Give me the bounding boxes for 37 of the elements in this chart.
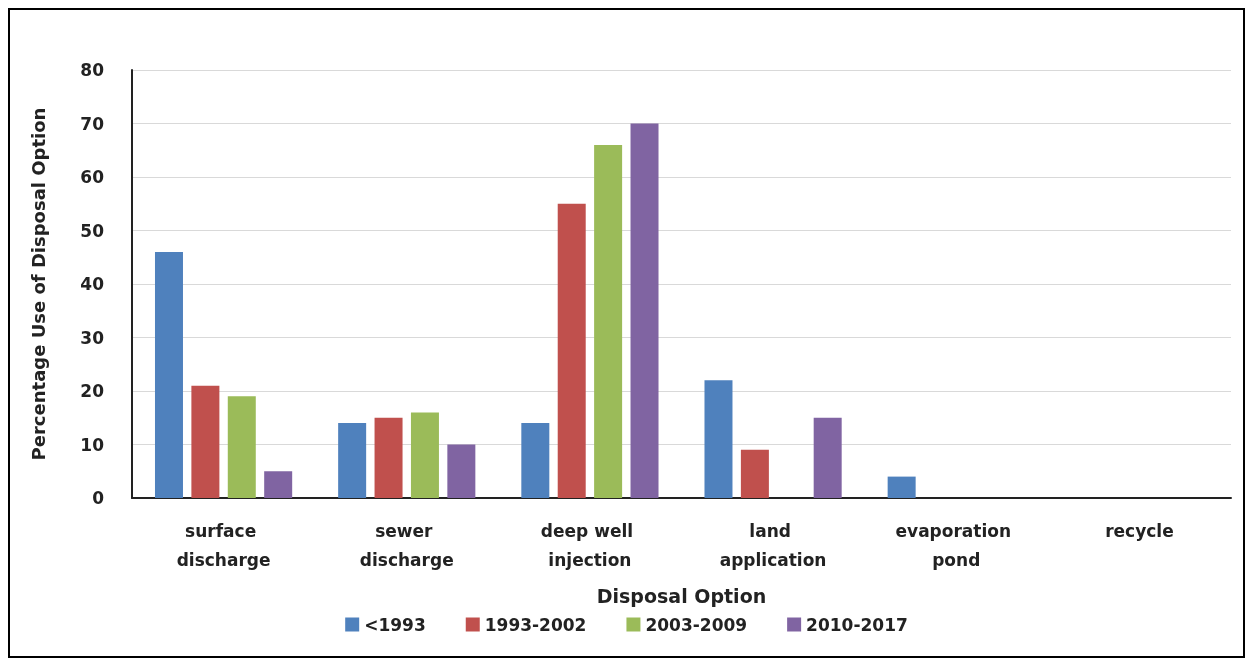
- y-tick-label: 40: [80, 274, 105, 294]
- y-tick-label: 20: [80, 381, 105, 401]
- bar: [594, 144, 623, 498]
- bar: [374, 417, 403, 498]
- bar: [264, 471, 293, 498]
- x-tick-label: evaporation pond: [895, 520, 1017, 570]
- x-tick-label: surface discharge: [176, 520, 271, 570]
- legend-label: 2003-2009: [645, 614, 748, 635]
- bar: [227, 396, 256, 498]
- y-tick-label: 60: [80, 167, 105, 187]
- bar: [704, 380, 733, 498]
- legend-label: 2010-2017: [806, 614, 908, 635]
- y-tick-label: 70: [80, 113, 105, 134]
- bar: [887, 476, 916, 498]
- y-tick-label: 50: [80, 220, 105, 241]
- x-tick-label: land application: [719, 520, 827, 570]
- x-axis-title: Disposal Option: [596, 584, 767, 607]
- bar: [521, 423, 550, 498]
- y-tick-label: 80: [80, 60, 105, 80]
- bar: [630, 123, 659, 498]
- bar: [191, 385, 220, 498]
- bar: [447, 444, 476, 498]
- bar: [740, 449, 769, 498]
- bar: [813, 417, 842, 498]
- legend-label: <1993: [364, 614, 426, 635]
- y-tick-label: 30: [80, 327, 105, 348]
- y-axis-title: Percentage Use of Disposal Option: [27, 107, 49, 461]
- legend-label: 1993-2002: [484, 614, 587, 635]
- bar: [557, 203, 586, 498]
- bar: [338, 423, 367, 498]
- x-tick-label: recycle: [1105, 520, 1174, 541]
- x-tick-label: sewer discharge: [359, 520, 454, 570]
- x-tick-label: deep well injection: [540, 520, 639, 570]
- y-tick-label: 10: [80, 434, 105, 455]
- bar: [410, 412, 439, 498]
- bar: [154, 251, 183, 498]
- y-tick-label: 0: [92, 488, 105, 508]
